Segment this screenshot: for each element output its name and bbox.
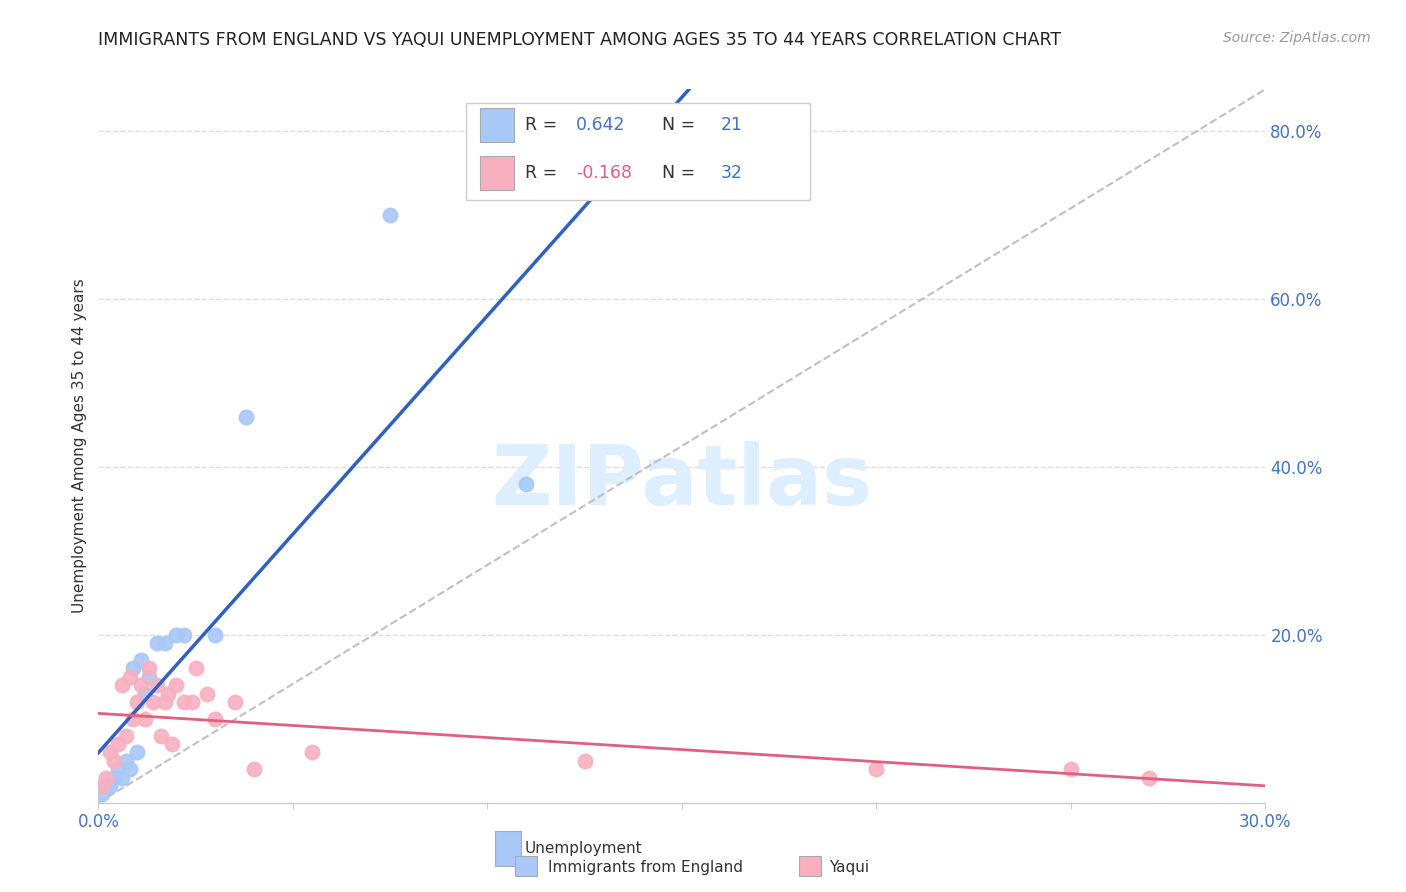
Point xyxy=(111,771,134,785)
Point xyxy=(165,678,187,692)
Point xyxy=(146,636,169,650)
Point xyxy=(865,762,887,776)
Point xyxy=(114,754,136,768)
Point xyxy=(107,737,129,751)
Point xyxy=(111,678,134,692)
Point xyxy=(157,687,180,701)
Point xyxy=(138,670,160,684)
Point xyxy=(173,695,195,709)
Point xyxy=(134,712,156,726)
Point xyxy=(118,670,141,684)
Point xyxy=(149,729,172,743)
Point xyxy=(122,661,145,675)
Text: Source: ZipAtlas.com: Source: ZipAtlas.com xyxy=(1223,31,1371,45)
Point xyxy=(96,771,118,785)
Point xyxy=(204,712,226,726)
Point xyxy=(378,208,402,222)
Point xyxy=(103,771,125,785)
Point xyxy=(146,678,169,692)
Point xyxy=(1137,771,1160,785)
Text: ZIPatlas: ZIPatlas xyxy=(492,442,872,522)
Point xyxy=(98,779,121,793)
Point xyxy=(114,729,136,743)
Text: Unemployment: Unemployment xyxy=(524,841,643,856)
Point xyxy=(107,762,129,776)
Point xyxy=(224,695,246,709)
Point xyxy=(118,762,141,776)
Point xyxy=(165,628,187,642)
Point xyxy=(515,476,537,491)
Point xyxy=(195,687,218,701)
Text: IMMIGRANTS FROM ENGLAND VS YAQUI UNEMPLOYMENT AMONG AGES 35 TO 44 YEARS CORRELAT: IMMIGRANTS FROM ENGLAND VS YAQUI UNEMPLO… xyxy=(98,31,1062,49)
Text: Yaqui: Yaqui xyxy=(830,860,870,874)
Point xyxy=(153,636,176,650)
Point xyxy=(129,653,152,667)
Point xyxy=(235,409,257,424)
Point xyxy=(134,687,156,701)
Point xyxy=(162,737,184,751)
Point xyxy=(138,661,160,675)
Point xyxy=(91,788,114,802)
Point xyxy=(1060,762,1083,776)
Point xyxy=(127,746,149,760)
Point xyxy=(127,695,149,709)
Text: Immigrants from England: Immigrants from England xyxy=(548,860,744,874)
Point xyxy=(129,678,152,692)
Point xyxy=(153,695,176,709)
FancyBboxPatch shape xyxy=(495,831,520,865)
Point xyxy=(204,628,226,642)
Point xyxy=(142,695,165,709)
Point xyxy=(173,628,195,642)
Point xyxy=(122,712,145,726)
Point xyxy=(91,779,114,793)
Point xyxy=(103,754,125,768)
Point xyxy=(180,695,202,709)
Y-axis label: Unemployment Among Ages 35 to 44 years: Unemployment Among Ages 35 to 44 years xyxy=(72,278,87,614)
Point xyxy=(184,661,207,675)
Point xyxy=(96,779,118,793)
Point xyxy=(301,746,323,760)
Point xyxy=(98,746,121,760)
Point xyxy=(243,762,266,776)
Point xyxy=(574,754,596,768)
